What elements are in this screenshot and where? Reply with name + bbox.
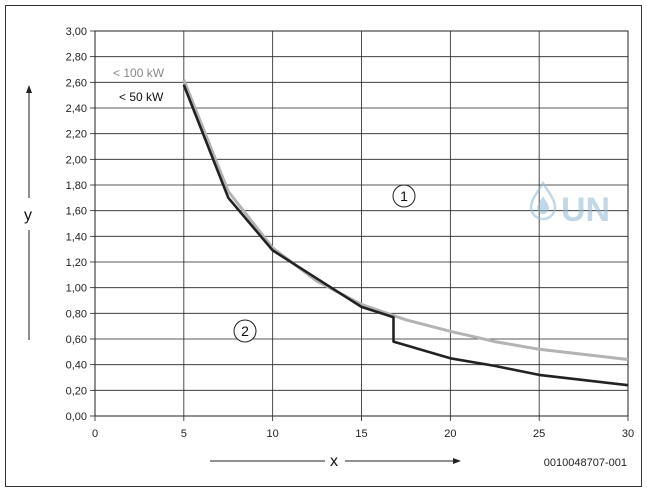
y-tick-label: 0,40 [66, 360, 87, 372]
y-tick-labels: 0,00 0,20 0,40 0,60 0,80 1,00 1,20 1,40 1,60 1,80… [66, 26, 87, 423]
drop-icon [529, 180, 557, 221]
svg-text:2: 2 [241, 323, 249, 339]
x-tick-label: 0 [92, 428, 98, 440]
y-tick-label: 2,60 [66, 77, 87, 89]
figure-code: 0010048707-001 [544, 457, 627, 469]
svg-text:1: 1 [400, 188, 408, 204]
plot-area-border [94, 30, 629, 417]
x-tick-label: 30 [622, 428, 634, 440]
watermark-text: UN [561, 191, 610, 229]
x-tick-label: 15 [355, 428, 367, 440]
y-tick-label: 0,60 [66, 334, 87, 346]
y-tick-label: 2,40 [66, 103, 87, 115]
x-axis-label-group: x [210, 453, 461, 470]
region-1-marker: 1 [392, 184, 416, 208]
y-tick-label: 0,00 [66, 411, 87, 423]
legend-100kw: < 100 kW [113, 66, 165, 80]
drop-inner-icon [537, 196, 549, 214]
arrow-up-icon [26, 85, 32, 93]
chart-frame [5, 5, 642, 487]
watermark: UN [529, 180, 610, 229]
x-tick-label: 10 [267, 428, 279, 440]
series-line-100kw [182, 79, 629, 361]
y-axis-label-group: y [24, 85, 32, 340]
y-tick-label: 3,00 [66, 26, 87, 38]
series-line-50kw [182, 84, 629, 387]
x-tick-labels: 0 5 10 15 20 25 30 [92, 428, 634, 440]
y-tick-label: 2,20 [66, 129, 87, 141]
y-tick-label: 0,80 [66, 308, 87, 320]
y-tick-label: 0,20 [66, 385, 87, 397]
legend-50kw: < 50 kW [119, 90, 164, 104]
region-2-marker: 2 [233, 319, 257, 343]
y-tick-label: 1,20 [66, 257, 87, 269]
y-tick-label: 1,80 [66, 180, 87, 192]
arrow-right-icon [453, 458, 461, 464]
x-tick-label: 5 [181, 428, 187, 440]
grid [90, 30, 629, 421]
y-tick-label: 2,00 [66, 154, 87, 166]
y-tick-label: 1,00 [66, 283, 87, 295]
y-tick-label: 1,60 [66, 206, 87, 218]
x-axis-label: x [330, 453, 338, 470]
y-tick-label: 1,40 [66, 231, 87, 243]
series-lines [182, 79, 629, 387]
x-tick-label: 20 [444, 428, 456, 440]
y-tick-label: 2,80 [66, 52, 87, 64]
y-axis-label: y [24, 207, 32, 224]
x-tick-label: 25 [533, 428, 545, 440]
